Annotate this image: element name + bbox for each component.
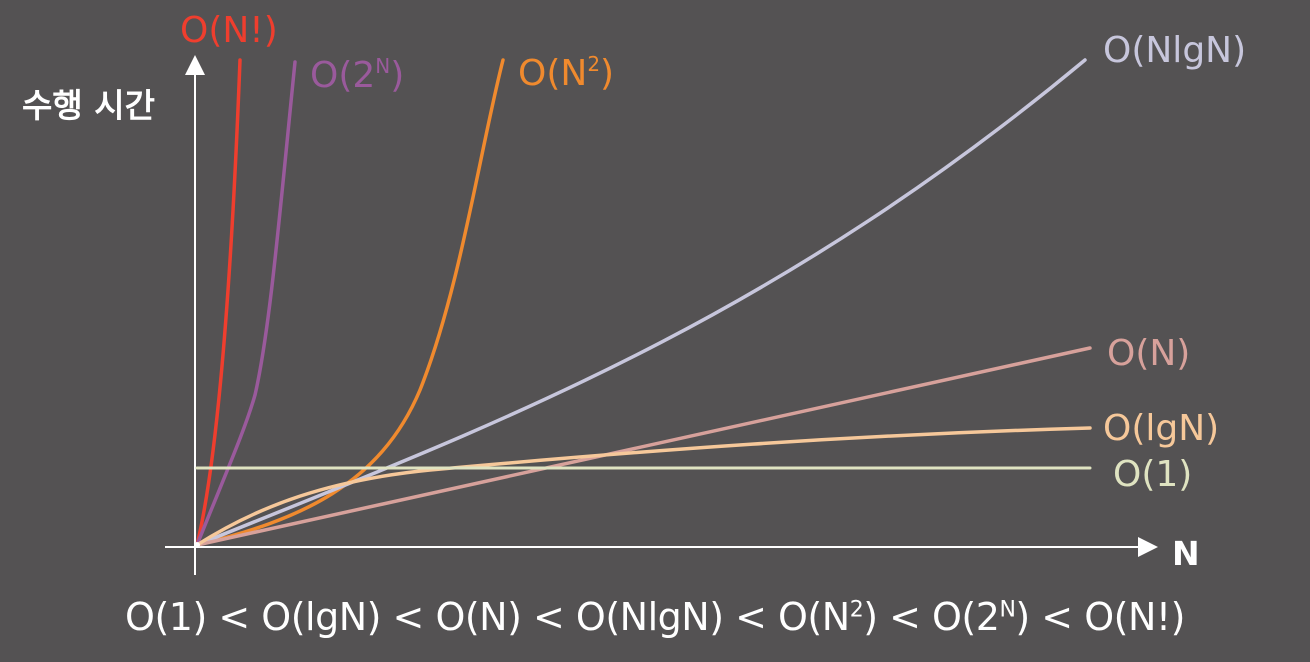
series-line-linear	[195, 346, 1092, 547]
series-label-superscript: N	[375, 54, 390, 78]
y-axis-label: 수행 시간	[22, 86, 155, 125]
series-line-quadratic	[195, 58, 505, 547]
series-label-nlogn: O(NlgN)	[1103, 30, 1246, 71]
complexity-order-formula: O(1) < O(lgN) < O(N) < O(NlgN) < O(N2) <…	[0, 595, 1310, 639]
formula-part-1: O(1) < O(lgN) < O(N) < O(NlgN) < O(N	[125, 595, 850, 639]
series-label-main: O(N)	[1107, 333, 1190, 374]
series-label-layer: O(N!)O(2N) O(N2)O(NlgN)O(N)O(lgN)O(1)	[180, 10, 1246, 495]
series-line-exponential	[195, 60, 297, 547]
series-label-superscript: 2	[587, 52, 600, 76]
series-label-main: O(lgN)	[1103, 408, 1219, 449]
series-label-main: O(2	[310, 55, 375, 96]
series-layer	[194, 58, 1092, 548]
series-label-constant: O(1)	[1113, 454, 1192, 495]
series-label-linear: O(N)	[1107, 333, 1190, 374]
series-label-main: O(N	[518, 53, 587, 94]
formula-part-3: ) < O(N!)	[1015, 595, 1185, 639]
series-label-log: O(lgN)	[1103, 408, 1219, 449]
series-label-exponential: O(2N)	[310, 54, 404, 96]
series-label-main: O(1)	[1113, 454, 1192, 495]
series-line-factorial	[195, 58, 242, 547]
formula-part-2: ) < O(2	[863, 595, 1000, 639]
series-label-quadratic: O(N2)	[518, 52, 614, 94]
formula-superscript-1: 2	[849, 597, 864, 623]
series-label-main: O(N!)	[180, 10, 278, 51]
series-line-nlogn	[195, 58, 1087, 547]
origin-dot	[194, 542, 200, 548]
series-line-log	[195, 426, 1092, 547]
series-label-factorial: O(N!)	[180, 10, 278, 51]
series-label-main: O(NlgN)	[1103, 30, 1246, 71]
series-label-tail: )	[600, 53, 614, 94]
formula-superscript-2: N	[999, 597, 1016, 623]
x-axis-label: N	[1172, 534, 1200, 573]
series-label-tail: )	[390, 55, 404, 96]
